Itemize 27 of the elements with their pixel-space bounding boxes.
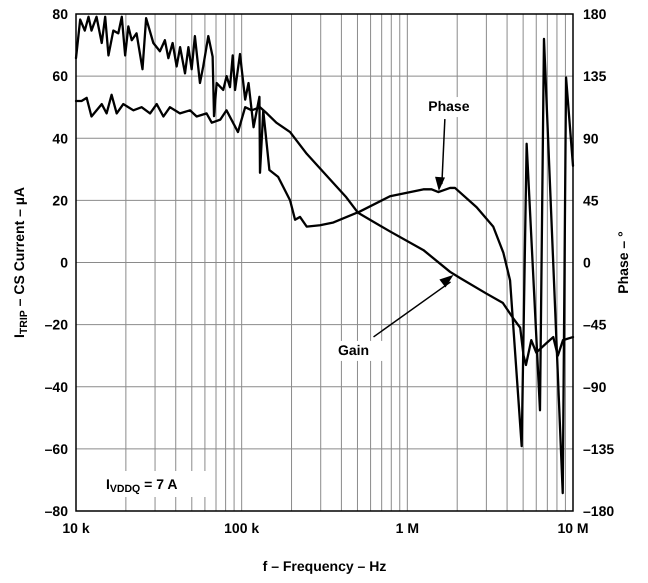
y2-tick-label: 90	[583, 130, 599, 146]
annotation: Gain	[338, 342, 370, 358]
x-tick-label: 10 M	[557, 520, 589, 536]
x-axis-title: f – Frequency – Hz	[262, 558, 386, 574]
y-tick-label: –80	[44, 503, 68, 519]
y-tick-label: 20	[52, 192, 68, 208]
y2-tick-label: 45	[583, 192, 599, 208]
y-tick-label: –40	[44, 378, 68, 395]
y2-tick-label: –90	[583, 378, 607, 395]
y2-tick-label: 135	[583, 68, 607, 84]
annotation: Phase	[428, 98, 470, 114]
y-tick-label: –60	[44, 440, 68, 457]
y2-tick-label: 0	[583, 254, 591, 270]
y2-axis-title: Phase – °	[615, 231, 631, 294]
x-tick-label: 100 k	[224, 520, 260, 536]
y2-tick-label: –45	[583, 316, 607, 333]
y-tick-label: 0	[60, 254, 68, 270]
y-tick-label: 80	[52, 6, 68, 22]
x-tick-label: 10 k	[62, 520, 90, 536]
y-tick-label: 60	[52, 68, 68, 84]
y2-tick-label: –135	[583, 440, 614, 457]
y-tick-label: –20	[44, 316, 68, 333]
y2-tick-label: –180	[583, 503, 614, 519]
y-tick-label: 40	[52, 130, 68, 146]
x-tick-label: 1 M	[396, 520, 420, 536]
annotation: I$_{VDDQ}$ = 7 A	[106, 476, 178, 495]
y2-tick-label: 180	[583, 6, 607, 22]
